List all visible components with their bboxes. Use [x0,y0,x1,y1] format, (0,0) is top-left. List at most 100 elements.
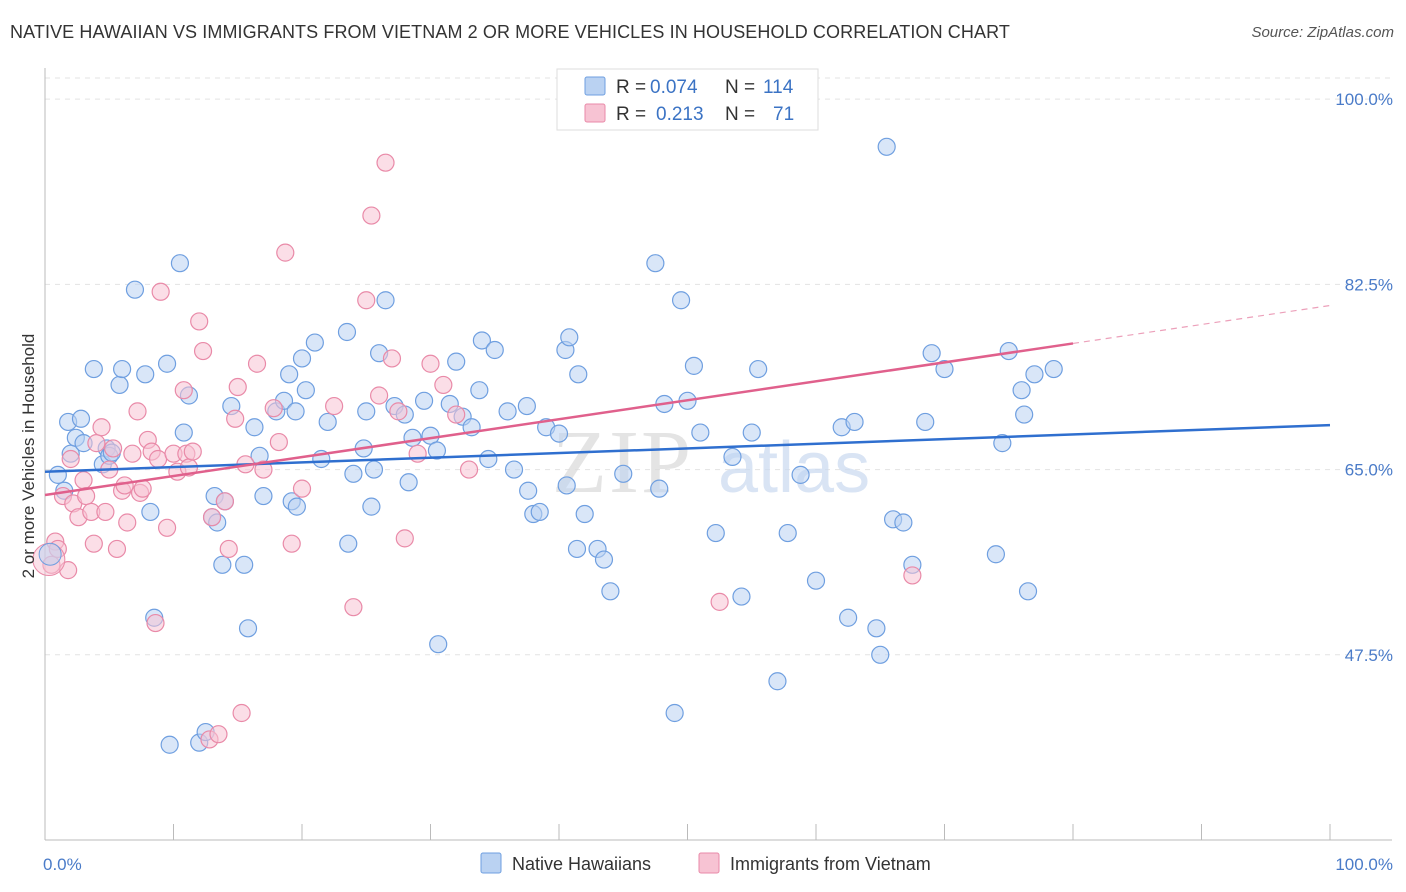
point-s0-46 [318,412,337,432]
y-tick-label-2: 65.0% [1345,461,1393,480]
point-s0-85 [575,504,594,524]
stats-legend-r-value-2: 0.213 [656,104,704,125]
stats-legend-r-value-1: 0.074 [650,77,698,98]
point-s0-114 [894,513,913,532]
point-s0-53 [364,460,384,479]
point-s1-65 [421,354,440,373]
point-s0-117 [922,344,941,363]
tick-labels: 100.0% 82.5% 65.0% 47.5% 0.0% 100.0% [43,90,1393,874]
point-s1-59 [370,386,389,405]
point-s0-123 [1018,582,1038,601]
point-s1-56 [344,598,363,617]
point-s0-33 [245,418,264,437]
point-s0-75 [519,481,538,500]
point-s0-19 [160,735,179,754]
point-s0-105 [791,465,810,484]
trend-line-dashed-1 [1072,304,1331,345]
point-s1-17 [107,539,127,559]
point-s0-82 [560,328,579,347]
point-s0-44 [305,333,324,352]
point-s1-14 [96,502,115,522]
stats-legend-swatch-blue [584,76,606,96]
watermark-atlas: atlas [718,428,870,508]
point-s0-102 [749,359,768,379]
point-s0-38 [280,365,299,384]
point-s0-122 [1012,381,1031,400]
point-s1-68 [459,460,479,479]
point-s0-108 [839,608,858,627]
point-s0-90 [646,254,665,273]
stats-legend-n-label-1: N = [725,77,755,98]
point-s1-29 [151,282,170,301]
source-credit: Source: ZipAtlas.com [1251,24,1394,41]
point-s0-72 [498,402,517,421]
point-s0-41 [287,497,306,516]
point-s1-57 [357,291,376,310]
point-s0-73 [504,460,524,479]
point-s1-20 [118,513,137,532]
point-s1-69 [710,592,729,611]
point-s1-46 [232,703,251,723]
point-s0-49 [344,464,363,483]
point-s0-47 [337,322,357,342]
stats-legend-r-label-1: R = [616,77,646,98]
point-s0-106 [806,571,826,590]
point-s0-88 [601,582,620,601]
point-s0-12 [110,375,129,395]
legend-label-immigrants-vietnam: Immigrants from Vietnam [730,854,931,874]
point-s0-118 [935,359,954,379]
stats-legend-swatch-pink [584,103,606,123]
point-s0-84 [569,365,588,384]
point-s0-91 [650,479,669,498]
point-s0-62 [427,441,447,460]
point-s1-28 [148,449,168,469]
point-s1-55 [325,396,344,416]
point-s0-83 [567,539,587,559]
point-cluster-blue [38,542,62,566]
point-s1-51 [269,432,288,452]
point-s1-66 [434,375,453,395]
bottom-legend: Native Hawaiians Immigrants from Vietnam [480,852,931,874]
point-s1-5 [61,449,80,469]
point-s1-60 [376,153,395,172]
point-s1-70 [903,566,922,585]
point-s0-58 [399,473,418,492]
stats-legend: R = 0.074 N = 114 R = 0.213 N = 71 [556,68,819,131]
point-s1-16 [104,439,123,458]
point-s1-13 [92,418,111,437]
point-s1-33 [174,381,193,400]
x-tick-label-right: 100.0% [1335,855,1393,874]
point-s0-93 [665,703,684,723]
point-s0-100 [732,587,751,606]
point-s1-43 [219,539,238,559]
point-s0-103 [768,672,787,691]
point-s0-13 [112,359,132,379]
axes [44,68,1392,841]
point-s0-35 [254,486,273,506]
point-s1-38 [193,341,213,361]
point-s0-74 [517,396,536,416]
point-s0-42 [292,349,312,368]
y-tick-label-0: 100.0% [1335,90,1393,109]
point-s1-8 [74,471,93,490]
point-s0-99 [723,447,742,466]
point-s0-14 [125,280,145,299]
point-s1-62 [389,402,408,421]
point-s1-63 [395,529,414,548]
point-s0-15 [136,365,155,384]
point-s1-40 [202,508,222,527]
point-s0-55 [376,291,395,310]
point-s1-44 [226,409,245,428]
chart-title: NATIVE HAWAIIAN VS IMMIGRANTS FROM VIETN… [10,22,1010,42]
stats-legend-n-value-2: 71 [773,104,794,125]
point-s0-96 [684,356,704,375]
point-s1-52 [276,243,295,262]
point-s0-51 [357,402,376,421]
point-s0-71 [485,340,504,360]
watermark: ZIP atlas [552,413,870,512]
point-s1-45 [228,377,247,397]
point-s1-48 [247,354,267,373]
point-s0-110 [867,619,886,638]
point-s0-40 [286,402,305,421]
y-tick-label-1: 82.5% [1345,275,1393,294]
